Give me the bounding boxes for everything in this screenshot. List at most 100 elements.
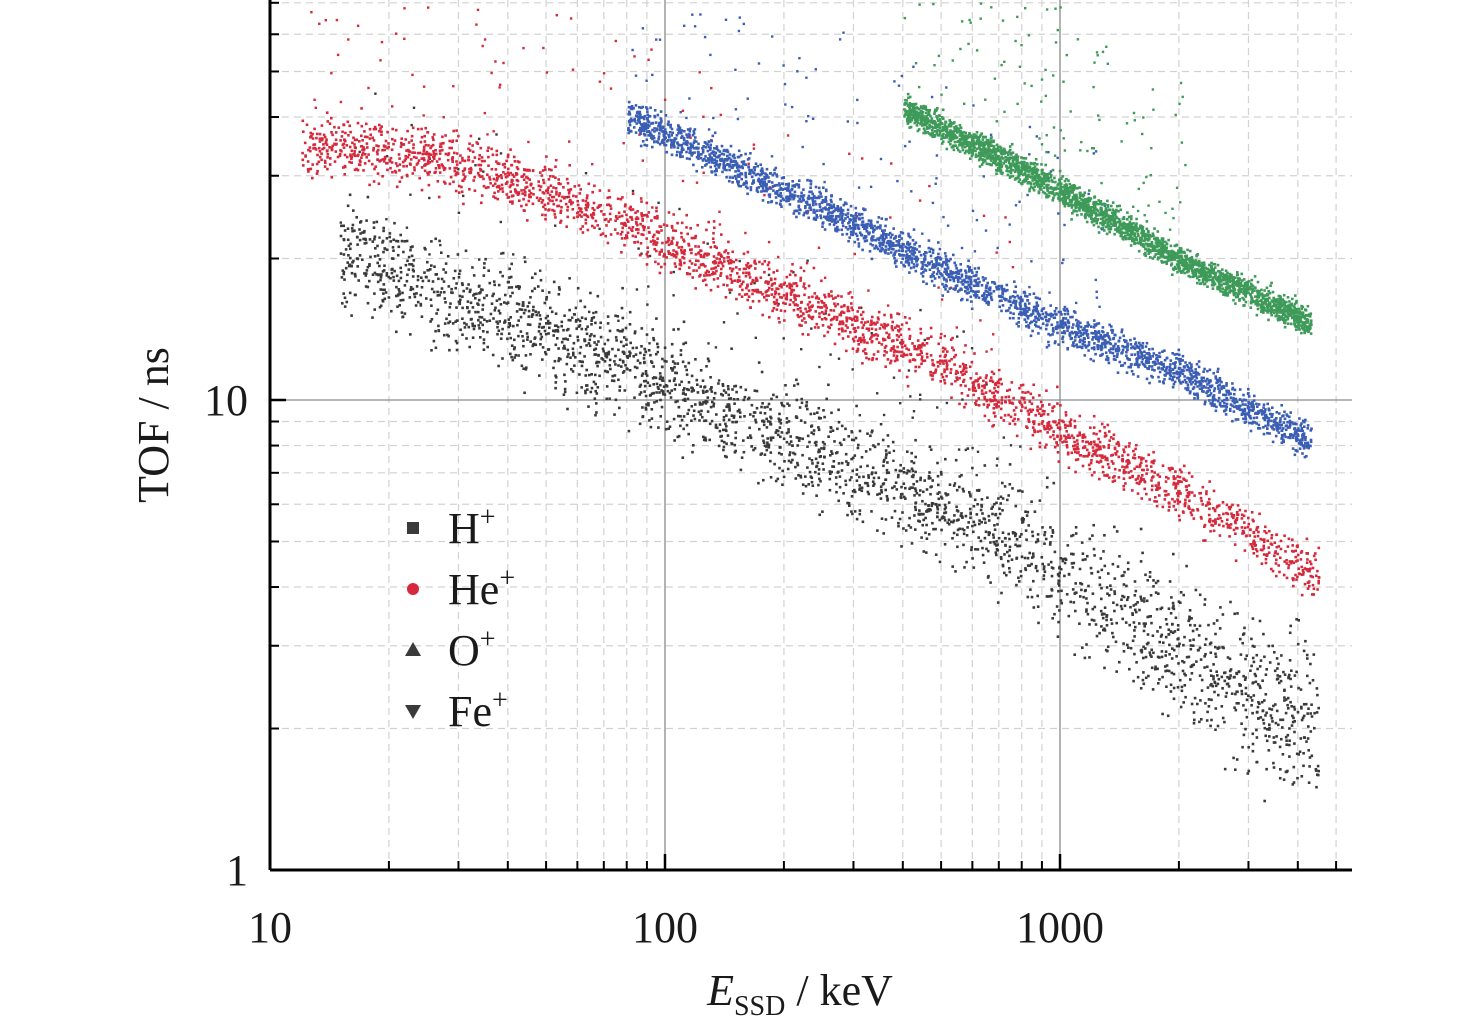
data-point — [318, 132, 322, 136]
data-point — [1036, 430, 1039, 433]
data-point — [1259, 716, 1263, 719]
data-point — [1285, 770, 1288, 774]
data-point — [653, 401, 656, 404]
data-point — [374, 127, 378, 131]
data-point — [1188, 616, 1191, 619]
data-point — [695, 269, 698, 272]
data-point — [1097, 461, 1101, 464]
data-point — [443, 167, 447, 170]
data-point — [837, 462, 841, 465]
data-point — [1261, 538, 1264, 542]
data-point — [301, 158, 305, 162]
data-point — [345, 144, 349, 147]
data-point — [420, 276, 423, 279]
data-point — [344, 266, 348, 270]
data-point — [675, 371, 678, 375]
data-point — [554, 386, 557, 390]
data-point — [766, 443, 769, 447]
data-point — [717, 382, 720, 385]
data-point — [1103, 474, 1106, 477]
data-point — [488, 319, 492, 322]
data-point — [539, 185, 543, 188]
data-point — [795, 436, 799, 439]
data-point — [547, 348, 550, 351]
data-point — [532, 193, 535, 196]
data-point — [728, 405, 731, 409]
data-point — [1026, 409, 1030, 413]
data-point — [652, 336, 655, 340]
data-point — [681, 256, 684, 259]
data-point — [593, 226, 596, 229]
data-point — [1222, 646, 1225, 650]
data-point — [322, 146, 326, 150]
data-point — [726, 255, 729, 259]
data-point — [925, 510, 929, 513]
data-point — [601, 358, 605, 361]
data-point — [434, 167, 438, 170]
data-point — [1075, 591, 1078, 594]
data-point — [496, 325, 499, 329]
data-point — [1293, 730, 1296, 734]
data-point — [640, 233, 643, 236]
data-point — [623, 243, 626, 247]
data-point — [358, 254, 362, 257]
data-point — [680, 380, 683, 384]
data-point — [1087, 451, 1091, 455]
data-point — [616, 315, 620, 318]
data-point — [973, 352, 976, 355]
data-point — [702, 255, 706, 259]
data-point — [788, 286, 792, 290]
data-point — [736, 278, 740, 282]
data-point — [1008, 567, 1011, 570]
data-point — [605, 385, 609, 388]
data-point — [983, 464, 987, 467]
data-point — [940, 497, 944, 500]
data-point — [429, 298, 433, 301]
data-point — [882, 338, 885, 342]
data-point — [407, 268, 411, 271]
data-point — [781, 469, 784, 473]
data-point — [1169, 683, 1173, 687]
data-point — [1014, 534, 1017, 538]
data-point — [395, 294, 398, 298]
data-point — [1045, 427, 1048, 431]
data-point — [375, 150, 379, 153]
data-point — [495, 160, 498, 163]
data-point — [713, 391, 717, 395]
data-point — [829, 430, 832, 433]
data-point — [742, 280, 745, 284]
data-point — [807, 333, 810, 336]
data-point — [684, 341, 688, 345]
data-point — [722, 415, 726, 419]
data-point — [942, 362, 945, 365]
data-point — [1097, 448, 1101, 451]
data-point — [661, 379, 665, 382]
data-point — [697, 410, 701, 414]
data-point — [506, 155, 510, 159]
data-point — [518, 160, 521, 164]
data-point — [860, 486, 864, 490]
data-point — [1190, 672, 1194, 675]
data-point — [916, 347, 919, 351]
data-point — [845, 316, 848, 319]
data-point — [378, 129, 381, 133]
data-point — [456, 253, 460, 256]
data-point — [1229, 523, 1233, 526]
data-point — [358, 228, 361, 231]
data-point — [528, 178, 531, 181]
data-point — [677, 246, 681, 249]
data-point — [455, 166, 459, 170]
data-point — [823, 455, 826, 459]
data-point — [437, 329, 440, 332]
data-points — [301, 2, 1321, 803]
data-point — [712, 255, 716, 258]
data-point — [1294, 549, 1297, 553]
data-point — [770, 397, 773, 401]
data-point — [1029, 392, 1033, 396]
data-point — [1153, 500, 1156, 503]
data-point — [1156, 655, 1160, 659]
data-point — [1205, 490, 1208, 493]
data-point — [1098, 429, 1102, 433]
data-point — [1000, 591, 1003, 595]
data-point — [848, 316, 851, 320]
